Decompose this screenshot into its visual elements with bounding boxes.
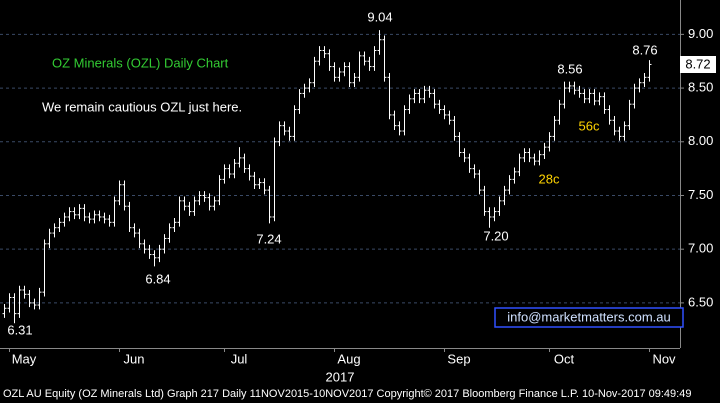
x-axis-year: 2017 [326, 369, 355, 384]
chart-subtitle: We remain cautious OZL just here. [42, 99, 242, 114]
source-box [494, 307, 684, 328]
y-tick-label: 8.50 [688, 80, 713, 95]
x-tick-label: Jun [124, 351, 145, 366]
last-price-box [680, 56, 716, 73]
chart-title: OZ Minerals (OZL) Daily Chart [52, 55, 229, 70]
annotation: 7.20 [483, 228, 508, 243]
y-tick-label: 9.00 [688, 26, 713, 41]
x-tick-label: Nov [652, 351, 676, 366]
y-tick-label: 6.50 [688, 294, 713, 309]
x-tick-label: Jul [231, 351, 248, 366]
annotation: 9.04 [367, 9, 392, 24]
annotation: 6.31 [7, 322, 32, 337]
source-text: info@marketmatters.com.au [507, 309, 670, 324]
x-tick-label: May [12, 351, 37, 366]
annotation: 8.76 [632, 42, 657, 57]
x-tick-label: Sep [447, 351, 470, 366]
annotation: 6.84 [145, 271, 170, 286]
x-tick-label: Aug [337, 351, 360, 366]
annotation: 28c [539, 171, 560, 186]
y-tick-label: 7.50 [688, 187, 713, 202]
y-tick-label: 7.00 [688, 241, 713, 256]
x-tick-label: Oct [554, 351, 575, 366]
annotation: 7.24 [256, 231, 281, 246]
y-tick-label: 8.00 [688, 133, 713, 148]
footer: OZL AU Equity (OZ Minerals Ltd) Graph 21… [3, 388, 691, 400]
last-price-label: 8.72 [685, 56, 710, 71]
annotation: 56c [579, 118, 600, 133]
annotation: 8.56 [557, 61, 582, 76]
